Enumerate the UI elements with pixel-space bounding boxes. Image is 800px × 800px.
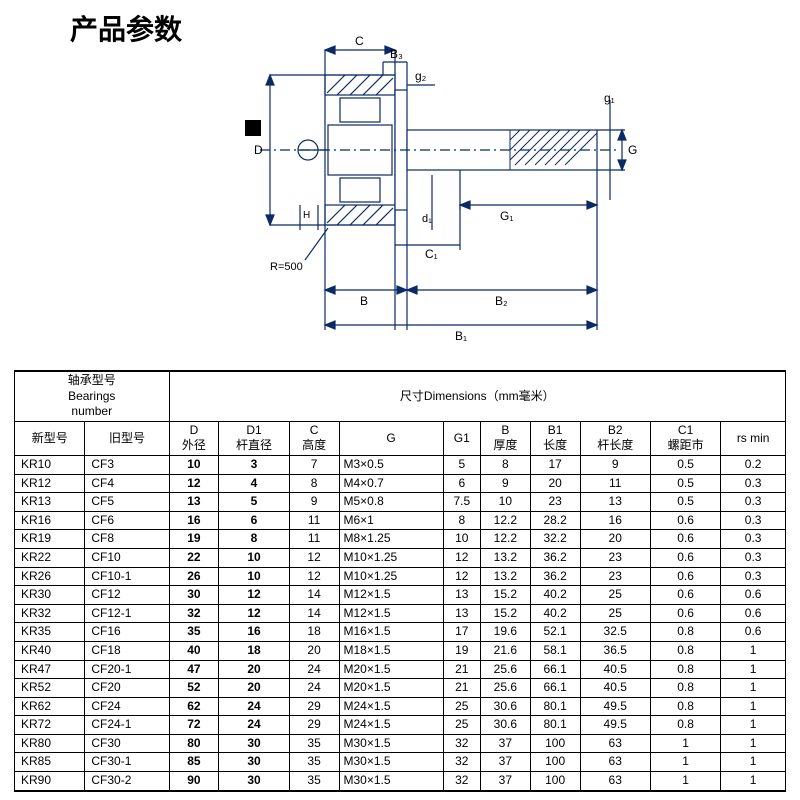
dim-Bdot: B₁ — [455, 329, 467, 343]
table-row: KR80CF30803035M30×1.532371006311 — [15, 734, 786, 753]
table-row: KR12CF41248M4×0.76920110.50.3 — [15, 474, 786, 493]
hdr-B1: B1长度 — [530, 421, 580, 455]
table-row: KR19CF819811M8×1.251012.232.2200.60.3 — [15, 530, 786, 549]
hdr-rs: rs min — [721, 421, 786, 455]
table-row: KR10CF31037M3×0.5581790.50.2 — [15, 455, 786, 474]
hdr-B: B厚度 — [480, 421, 530, 455]
hdr-dimensions: 尺寸Dimensions（mm毫米） — [169, 371, 785, 421]
table-row: KR72CF24-1722429M24×1.52530.680.149.50.8… — [15, 716, 786, 735]
table-row: KR85CF30-1853035M30×1.532371006311 — [15, 753, 786, 772]
dim-d1: d₁ — [422, 213, 432, 225]
bearing-diagram: C B₃ g₂ D H R=500 g₁ G d₁ G₁ C₁ B B₂ B₁ — [200, 30, 640, 350]
dim-G1: G₁ — [500, 209, 513, 223]
hdr-old-model: 旧型号 — [85, 421, 169, 455]
hdr-C1: C1螺距市 — [650, 421, 720, 455]
spec-table: 轴承型号Bearingsnumber尺寸Dimensions（mm毫米） 新型号旧… — [14, 370, 786, 792]
table-row: KR26CF10-1261012M10×1.251213.236.2230.60… — [15, 567, 786, 586]
table-row: KR32CF12-1321214M12×1.51315.240.2250.60.… — [15, 604, 786, 623]
table-row: KR35CF16351618M16×1.51719.652.132.50.80.… — [15, 623, 786, 642]
hdr-G: G — [339, 421, 443, 455]
dim-D: D — [254, 143, 263, 157]
page-title: 产品参数 — [70, 8, 182, 48]
table-row: KR47CF20-1472024M20×1.52125.666.140.50.8… — [15, 660, 786, 679]
dim-G: G — [628, 143, 637, 157]
dim-B2: B₂ — [495, 294, 508, 308]
hdr-D: D外径 — [169, 421, 219, 455]
dim-B3: B₃ — [390, 47, 403, 61]
table-row: KR62CF24622429M24×1.52530.680.149.50.81 — [15, 697, 786, 716]
dim-C: C — [355, 34, 364, 48]
table-row: KR90CF30-2903035M30×1.532371006311 — [15, 772, 786, 791]
dim-C1: C₁ — [425, 247, 438, 261]
dim-g1: g₁ — [604, 91, 615, 105]
dim-B: B — [360, 294, 368, 308]
spec-table-container: 轴承型号Bearingsnumber尺寸Dimensions（mm毫米） 新型号旧… — [14, 370, 786, 792]
hdr-C: C高度 — [289, 421, 339, 455]
table-row: KR16CF616611M6×1812.228.2160.60.3 — [15, 511, 786, 530]
table-row: KR30CF12301214M12×1.51315.240.2250.60.6 — [15, 586, 786, 605]
table-row: KR52CF20522024M20×1.52125.666.140.50.81 — [15, 679, 786, 698]
table-row: KR40CF18401820M18×1.51921.658.136.50.81 — [15, 641, 786, 660]
hdr-G1: G1 — [443, 421, 480, 455]
dim-g2: g₂ — [415, 69, 427, 83]
dim-R: R=500 — [270, 261, 303, 273]
dim-H: H — [303, 210, 310, 221]
hdr-bearings: 轴承型号Bearingsnumber — [15, 371, 170, 421]
table-row: KR22CF10221012M10×1.251213.236.2230.60.3 — [15, 548, 786, 567]
hdr-new-model: 新型号 — [15, 421, 85, 455]
hdr-D1: D1杆直径 — [219, 421, 289, 455]
table-row: KR13CF51359M5×0.87.51023130.50.3 — [15, 493, 786, 512]
hdr-B2: B2杆长度 — [580, 421, 650, 455]
